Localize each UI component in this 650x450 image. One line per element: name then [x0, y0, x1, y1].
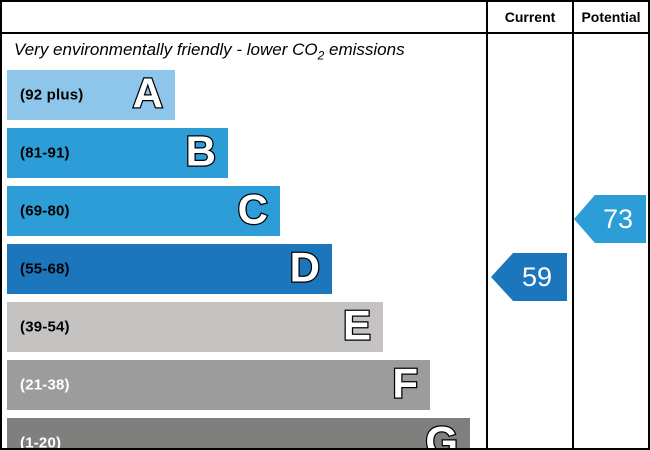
bands-panel: Very environmentally friendly - lower CO…: [2, 34, 486, 448]
chart-title: Very environmentally friendly - lower CO…: [14, 40, 482, 62]
band-letter: E: [342, 301, 373, 349]
band-letter: G: [424, 417, 459, 450]
header-row: Current Potential: [2, 2, 648, 34]
band-letter: C: [236, 185, 269, 233]
bands: (92 plus) A (81-91) B (69-80) C (55-68) …: [7, 70, 486, 450]
rating-band: (92 plus) A: [7, 70, 175, 120]
current-column-header: Current: [486, 2, 572, 32]
rating-band: (69-80) C: [7, 186, 280, 236]
band-range-label: (39-54): [20, 318, 70, 336]
band-letter: F: [391, 359, 419, 407]
potential-column: 73: [572, 34, 648, 448]
band-letter: A: [131, 69, 164, 117]
band-range-label: (92 plus): [20, 86, 84, 104]
band-letter: B: [184, 127, 217, 175]
current-rating-arrow: 59: [491, 253, 567, 301]
title-subscript: 2: [317, 48, 325, 63]
current-rating-value: 59: [521, 261, 553, 292]
potential-column-header: Potential: [572, 2, 648, 32]
title-text-after: emissions: [324, 40, 405, 59]
rating-band: (1-20) G: [7, 417, 470, 450]
band-range-label: (55-68): [20, 260, 70, 278]
potential-rating-value: 73: [602, 203, 634, 234]
rating-band: (55-68) D: [7, 244, 332, 294]
current-column: 59: [486, 34, 572, 448]
band-range-label: (69-80): [20, 202, 70, 220]
top-strip: [0, 0, 650, 2]
band-range-label: (81-91): [20, 144, 70, 162]
band-range-label: (21-38): [20, 376, 70, 394]
band-range-label: (1-20): [20, 434, 62, 450]
chart-body: Very environmentally friendly - lower CO…: [2, 34, 648, 448]
rating-band: (21-38) F: [7, 360, 430, 410]
rating-band: (81-91) B: [7, 128, 228, 178]
header-spacer: [2, 2, 486, 32]
potential-rating-arrow: 73: [574, 195, 646, 243]
title-text: Very environmentally friendly - lower CO: [14, 40, 318, 59]
band-letter: D: [288, 243, 321, 291]
rating-band: (39-54) E: [7, 302, 383, 352]
